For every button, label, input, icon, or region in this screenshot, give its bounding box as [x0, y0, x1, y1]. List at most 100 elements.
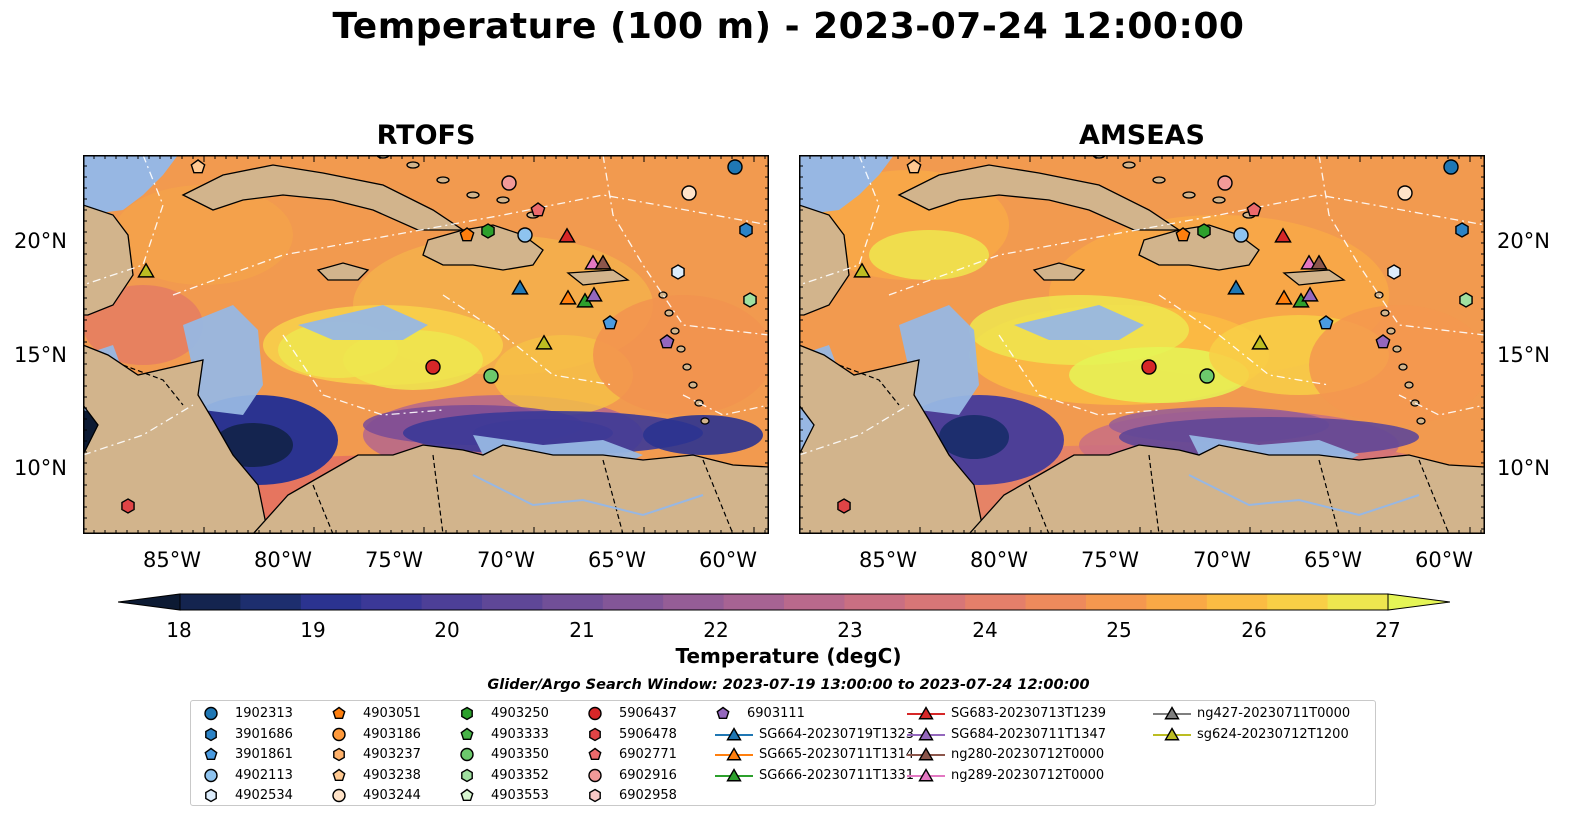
marker-6902771 [1246, 202, 1262, 217]
legend-label: 5906437 [619, 706, 677, 721]
legend-label: SG665-20230711T1314 [759, 747, 915, 762]
legend-marker-icon [204, 747, 218, 761]
legend-marker-icon [715, 747, 753, 761]
marker-sg684 [1301, 286, 1319, 302]
marker-sg665 [1275, 289, 1293, 305]
legend-marker [588, 768, 602, 782]
land-lesser-antilles [658, 291, 668, 299]
marker-6902916 [1217, 175, 1233, 191]
land-bahamas [436, 176, 450, 184]
colorbar-segment [1267, 594, 1329, 610]
legend-marker [460, 747, 474, 762]
legend-marker [204, 706, 218, 721]
figure-title: Temperature (100 m) - 2023-07-24 12:00:0… [332, 6, 1245, 47]
legend-marker-icon [907, 747, 945, 761]
legend-marker [460, 788, 474, 802]
land-jamaica [1032, 262, 1086, 281]
land-jamaica [316, 262, 370, 281]
eez-boundary [799, 155, 880, 286]
marker-5906437 [425, 359, 441, 375]
colorbar-tick: 22 [703, 618, 729, 642]
marker-sg684 [585, 286, 603, 302]
land-puerto-rico [1282, 269, 1346, 286]
legend-label: 6902771 [619, 747, 677, 762]
gulf-of-mexico [83, 155, 178, 215]
marker-6903111 [1375, 334, 1391, 349]
legend-marker-icon [205, 727, 217, 741]
legend-marker-icon [460, 747, 474, 762]
legend-label: 3901861 [235, 747, 293, 762]
eez-boundary [888, 194, 1485, 296]
land-lesser-antilles [700, 417, 710, 425]
legend-marker [204, 747, 218, 761]
marker-sg683 [558, 227, 576, 243]
legend-marker-icon [1153, 706, 1191, 720]
temperature-field [113, 185, 293, 285]
legend-marker-icon [715, 726, 753, 740]
marker-6903111 [659, 334, 675, 349]
marker-ng280 [594, 254, 612, 270]
legend-marker [204, 768, 218, 782]
eez-boundary [682, 394, 769, 416]
colorbar-segment [180, 594, 241, 610]
legend-label: 4903244 [363, 788, 421, 803]
marker-sg664 [1227, 279, 1245, 295]
temperature-field [1069, 347, 1249, 403]
legend-marker [726, 726, 742, 740]
legend-label: SG664-20230719T1323 [759, 726, 915, 742]
marker-4902534 [671, 264, 685, 280]
colorbar-segment [904, 594, 966, 610]
legend-label: 4903051 [363, 706, 421, 721]
colorbar-extend-low [117, 593, 181, 611]
land-cuba [181, 164, 466, 231]
land-lesser-antilles [1386, 327, 1396, 335]
colorbar-segment [784, 594, 845, 610]
land-bahamas [406, 161, 420, 169]
legend-marker-icon [715, 767, 753, 781]
land-bahamas [1212, 196, 1226, 204]
colorbar-tick: 21 [569, 618, 595, 642]
land-lesser-antilles [1374, 291, 1384, 299]
colorbar-extend-high [1387, 593, 1451, 611]
legend: 1902313 3901686 3901861 4902113 4902534 49030… [190, 700, 1376, 806]
legend-marker-icon [716, 706, 730, 720]
legend-marker [589, 788, 601, 803]
marker-4902113 [517, 227, 533, 243]
eez-boundary [602, 155, 769, 336]
marker-5906478 [121, 498, 135, 514]
country-border [1148, 454, 1160, 534]
legend-marker [589, 727, 601, 741]
colorbar-segment [361, 594, 423, 610]
lon-label-85w-right: 85°W [859, 548, 917, 572]
colorbar-segment [1086, 594, 1147, 610]
legend-label: 6902916 [619, 767, 677, 783]
colorbar-tick: 20 [434, 618, 460, 642]
colorbar-segment [1327, 594, 1389, 610]
legend-marker-icon [588, 706, 602, 721]
colorbar-segment [723, 594, 785, 610]
land-lesser-antilles [670, 327, 680, 335]
land-lesser-antilles [1398, 363, 1408, 371]
colorbar-frame [179, 593, 1389, 611]
legend-marker [588, 706, 602, 721]
legend-label: SG684-20230711T1347 [951, 726, 1107, 742]
eez-boundary [1398, 394, 1485, 416]
legend-marker [332, 788, 346, 803]
legend-marker [918, 726, 934, 740]
legend-label: ng289-20230712T0000 [951, 767, 1105, 783]
legend-marker [332, 768, 346, 781]
colorbar-segment [1025, 594, 1087, 610]
gulf-of-mexico [799, 155, 894, 215]
legend-label: ng280-20230712T0000 [951, 747, 1105, 762]
eez-boundary [998, 334, 1160, 416]
legend-marker [332, 727, 346, 741]
legend-marker [918, 706, 934, 720]
eez-boundary [83, 404, 194, 456]
map-amseas [799, 155, 1485, 534]
legend-label: 4902534 [235, 788, 293, 803]
lat-label-left-20n: 20°N [14, 229, 67, 253]
colorbar-tick: 19 [300, 618, 326, 642]
marker-3901861 [1318, 315, 1334, 330]
shallow-shelf [183, 305, 263, 415]
legend-marker [1164, 706, 1180, 720]
